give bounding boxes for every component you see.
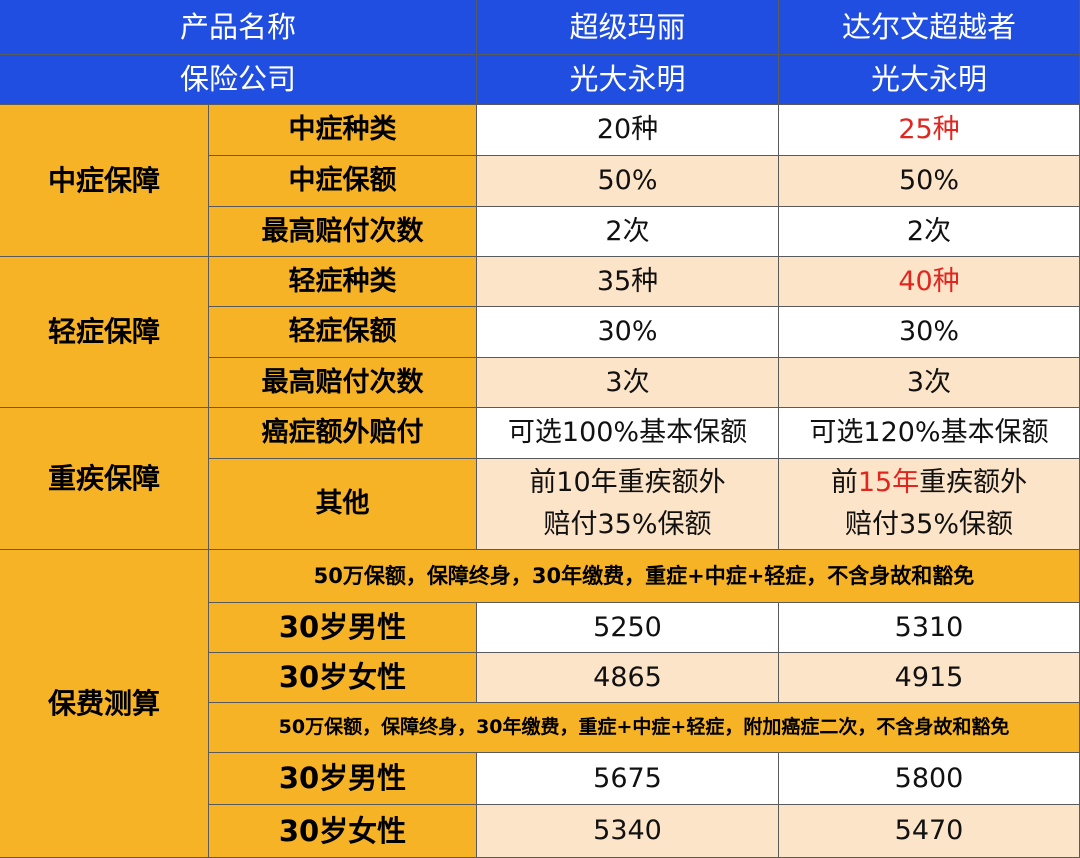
- cell-value-a: 20种: [477, 105, 779, 156]
- header-company-b: 光大永明: [779, 55, 1080, 105]
- text-part: 重疾额外: [919, 467, 1028, 499]
- cell-value-b-highlight: 40种: [779, 257, 1080, 307]
- cell-value-b-multiline: 前15年重疾额外 赔付35%保额: [779, 459, 1080, 550]
- cell-value-b: 2次: [779, 207, 1080, 257]
- cell-value-a: 50%: [477, 156, 779, 207]
- header-company-label: 保险公司: [0, 55, 477, 105]
- header-company-a: 光大永明: [477, 55, 779, 105]
- cell-value-b: 5470: [779, 805, 1080, 858]
- text-highlight: 15年: [857, 467, 920, 499]
- premium-note-1: 50万保额，保障终身，30年缴费，重症+中症+轻症，不含身故和豁免: [209, 550, 1080, 603]
- cell-value-a: 2次: [477, 207, 779, 257]
- cell-line: 赔付35%保额: [844, 509, 1013, 540]
- age-gender-label: 30岁女性: [209, 653, 477, 703]
- cell-value-b: 5310: [779, 603, 1080, 653]
- age-gender-label: 30岁女性: [209, 805, 477, 858]
- premium-note-2: 50万保额，保障终身，30年缴费，重症+中症+轻症，附加癌症二次，不含身故和豁免: [209, 703, 1080, 753]
- section-premium-title: 保费测算: [0, 550, 209, 858]
- cell-value-a-multiline: 前10年重疾额外 赔付35%保额: [477, 459, 779, 550]
- cell-value-b: 50%: [779, 156, 1080, 207]
- cell-line: 前15年重疾额外: [831, 462, 1027, 504]
- text-part: 前: [830, 467, 858, 499]
- cell-value-b: 3次: [779, 358, 1080, 408]
- age-gender-label: 30岁男性: [209, 753, 477, 805]
- header-product-name-label: 产品名称: [0, 0, 477, 55]
- header-product-b: 达尔文超越者: [779, 0, 1080, 55]
- cell-value-a: 可选100%基本保额: [477, 408, 779, 459]
- cell-value-b-highlight: 25种: [779, 105, 1080, 156]
- row-label: 最高赔付次数: [209, 358, 477, 408]
- cell-value-a: 5250: [477, 603, 779, 653]
- section-mild-title: 轻症保障: [0, 257, 209, 408]
- header-product-a: 超级玛丽: [477, 0, 779, 55]
- cell-value-a: 3次: [477, 358, 779, 408]
- row-label: 最高赔付次数: [209, 207, 477, 257]
- cell-value-b: 4915: [779, 653, 1080, 703]
- row-label: 轻症种类: [209, 257, 477, 307]
- cell-value-a: 5340: [477, 805, 779, 858]
- cell-value-a: 30%: [477, 307, 779, 358]
- age-gender-label: 30岁男性: [209, 603, 477, 653]
- cell-line: 赔付35%保额: [543, 509, 712, 540]
- cell-value-b: 可选120%基本保额: [779, 408, 1080, 459]
- row-label: 其他: [209, 459, 477, 550]
- row-label: 癌症额外赔付: [209, 408, 477, 459]
- cell-value-b: 5800: [779, 753, 1080, 805]
- cell-value-a: 5675: [477, 753, 779, 805]
- row-label: 中症种类: [209, 105, 477, 156]
- row-label: 轻症保额: [209, 307, 477, 358]
- section-critical-title: 重疾保障: [0, 408, 209, 550]
- cell-value-b: 30%: [779, 307, 1080, 358]
- section-moderate-title: 中症保障: [0, 105, 209, 257]
- cell-line: 前10年重疾额外: [529, 467, 726, 499]
- cell-value-a: 4865: [477, 653, 779, 703]
- row-label: 中症保额: [209, 156, 477, 207]
- cell-value-a: 35种: [477, 257, 779, 307]
